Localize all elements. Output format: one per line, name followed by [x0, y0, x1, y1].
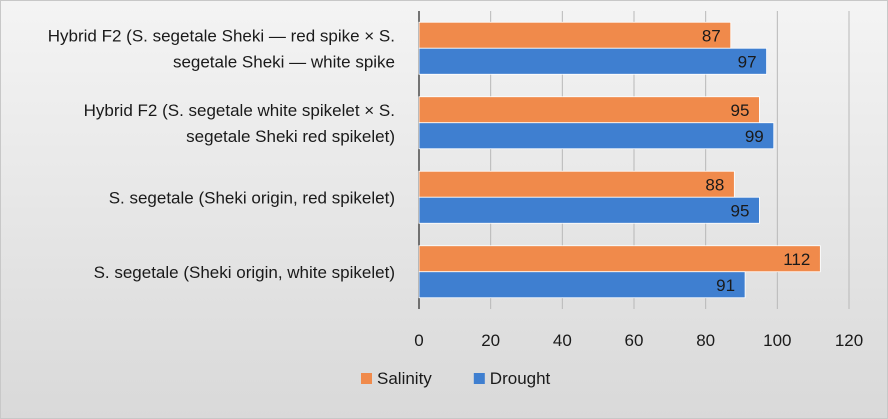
x-tick-label-60: 60 [625, 331, 644, 350]
x-tick-label-120: 120 [835, 331, 863, 350]
bar-salinity-0 [418, 21, 732, 49]
category-label-3-line-0: S. segetale (Sheki origin, white spikele… [94, 263, 395, 282]
data-label-drought-0: 97 [738, 52, 757, 71]
bar-salinity-1 [418, 96, 760, 124]
legend-label-salinity: Salinity [377, 369, 432, 388]
legend-swatch-salinity [361, 373, 372, 384]
x-tick-label-80: 80 [696, 331, 715, 350]
category-label-2-line-0: S. segetale (Sheki origin, red spikelet) [109, 188, 395, 207]
data-label-salinity-1: 95 [730, 101, 749, 120]
bar-drought-0 [418, 47, 767, 75]
bar-drought-1 [418, 122, 775, 150]
category-label-1-line-0: Hybrid F2 (S. segetale white spikelet × … [84, 101, 395, 120]
bar-drought-3 [418, 271, 746, 299]
x-tick-label-100: 100 [763, 331, 791, 350]
x-tick-label-20: 20 [481, 331, 500, 350]
data-label-drought-2: 95 [730, 201, 749, 220]
category-label-0-line-1: segetale Sheki — white spike [173, 52, 395, 71]
data-label-salinity-0: 87 [702, 26, 721, 45]
legend-label-drought: Drought [490, 369, 551, 388]
data-label-drought-3: 91 [716, 276, 735, 295]
category-label-1-line-1: segetale Sheki red spikelet) [186, 127, 395, 146]
data-label-salinity-3: 112 [783, 250, 810, 269]
bar-salinity-3 [418, 245, 821, 273]
data-label-drought-1: 99 [745, 127, 764, 146]
x-tick-label-0: 0 [414, 331, 423, 350]
x-tick-label-40: 40 [553, 331, 572, 350]
data-label-salinity-2: 88 [705, 175, 724, 194]
bar-salinity-2 [418, 170, 735, 198]
bar-drought-2 [418, 196, 760, 224]
category-label-0-line-0: Hybrid F2 (S. segetale Sheki — red spike… [48, 26, 395, 45]
legend-swatch-drought [473, 373, 485, 384]
